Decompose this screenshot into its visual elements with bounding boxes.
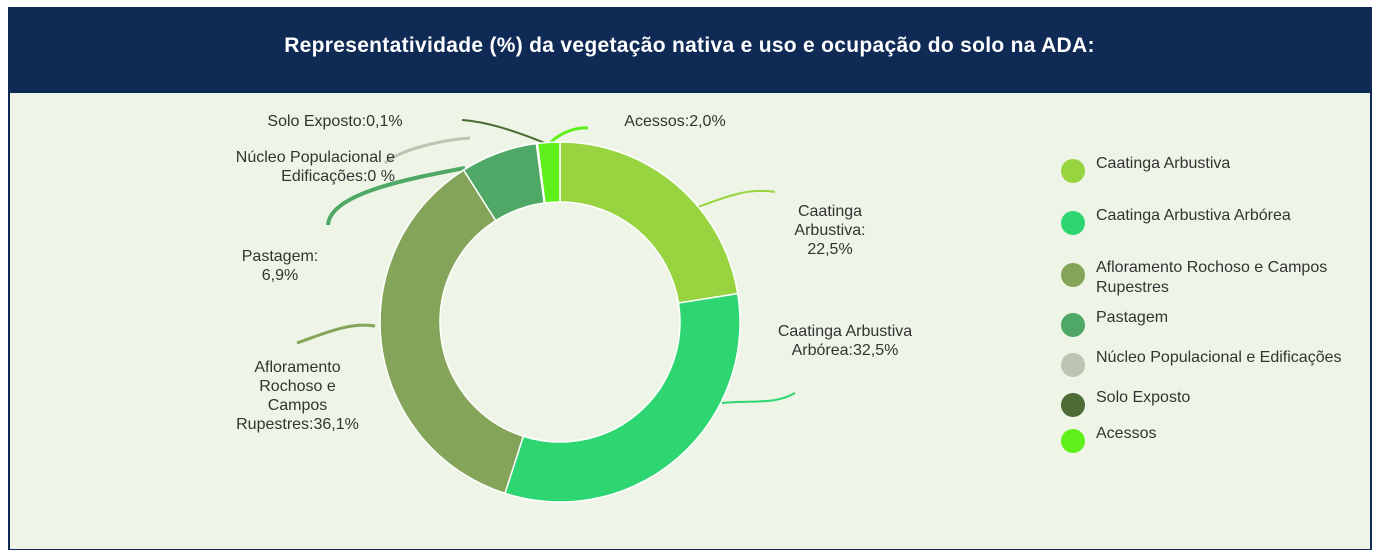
slice — [379, 168, 525, 495]
leader-line — [461, 119, 546, 144]
legend-label: Acessos — [1096, 425, 1157, 442]
legend-label: Afloramento Rochoso e Campos Rupestres — [1096, 259, 1328, 296]
data-label: Caatinga Arbustiva Arbórea:32,5% — [777, 323, 913, 359]
data-label: Núcleo Populacional e Edificações:0 % — [235, 149, 395, 185]
legend-swatch — [1061, 211, 1085, 235]
legend-swatch — [1061, 263, 1085, 287]
legend-label: Caatinga Arbustiva Arbórea — [1096, 207, 1291, 224]
leader-lines — [296, 119, 796, 404]
legend-swatch — [1061, 159, 1085, 183]
header — [8, 8, 1372, 93]
leader-line — [384, 136, 471, 165]
legend-label: Núcleo Populacional e Edificações — [1096, 349, 1342, 366]
slice — [536, 141, 561, 204]
data-label: Afloramento Rochoso e Campos Rupestres:3… — [236, 359, 359, 433]
leader-line — [721, 392, 796, 404]
slice — [504, 292, 741, 503]
legend-swatch — [1061, 313, 1085, 337]
data-label: Caatinga Arbustiva: 22,5% — [794, 203, 866, 258]
legend-label: Pastagem — [1096, 309, 1169, 326]
legend-label: Solo Exposto — [1096, 389, 1191, 406]
data-label: Solo Exposto:0,1% — [267, 113, 403, 130]
leader-line — [697, 189, 776, 208]
legend-swatch — [1061, 353, 1085, 377]
data-label: Acessos:2,0% — [624, 113, 726, 130]
chart-title: Representatividade (%) da vegetação nati… — [284, 34, 1095, 57]
data-label: Pastagem: 6,9% — [241, 248, 319, 284]
legend-swatch — [1061, 393, 1085, 417]
legend-swatch — [1061, 429, 1085, 453]
legend-label: Caatinga Arbustiva — [1096, 155, 1231, 172]
leader-line — [326, 166, 466, 226]
leader-line — [548, 126, 589, 145]
leader-line — [296, 323, 376, 345]
